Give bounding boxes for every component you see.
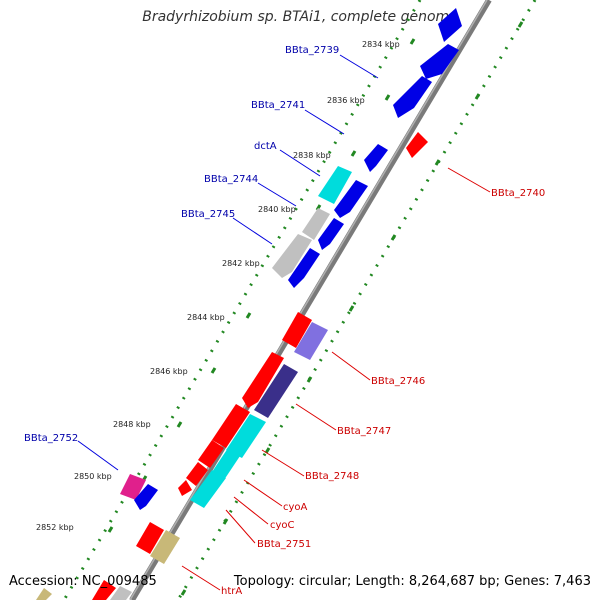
gene-labels-left: BBta_2739 BBta_2741 dctA BBta_2744 BBta_… (24, 45, 339, 444)
gene-BBta_2740[interactable] (406, 132, 428, 158)
tick-label: 2844 kbp (187, 313, 225, 322)
tick-label: 2834 kbp (362, 40, 400, 49)
tick-label: 2840 kbp (258, 205, 296, 214)
label-BBta_2744: BBta_2744 (204, 174, 258, 185)
gene-features-left (120, 8, 462, 510)
gene-features-right (36, 132, 428, 600)
gene-BBta_2752b[interactable] (134, 484, 158, 510)
gene-BBta_2748b[interactable] (226, 414, 266, 458)
label-dctA: dctA (254, 141, 277, 152)
gene-htrA-b[interactable] (150, 530, 180, 564)
gene-htrA[interactable] (136, 522, 164, 554)
gene-dctA[interactable] (318, 166, 352, 204)
tick-label: 2838 kbp (293, 151, 331, 160)
gene-bottom-b[interactable] (110, 586, 132, 600)
callouts-right (181, 167, 491, 591)
map-title: Bradyrhizobium sp. BTAi1, complete genom… (142, 9, 458, 25)
tick-label: 2852 kbp (36, 523, 74, 532)
label-htrA: htrA (221, 586, 242, 597)
label-cyoC: cyoC (270, 520, 295, 531)
gene-BBta_2747[interactable] (242, 352, 284, 408)
gene-cyoA[interactable] (198, 440, 224, 468)
track-dots-inner-right (176, 0, 537, 600)
tick-marks (107, 38, 416, 533)
gene-BBta_2746[interactable] (282, 312, 312, 348)
tick-label: 2850 kbp (74, 472, 112, 481)
label-BBta_2741: BBta_2741 (251, 100, 305, 111)
tick-label: 2848 kbp (113, 420, 151, 429)
label-BBta_2748: BBta_2748 (305, 471, 359, 482)
gene-BBta_2752[interactable] (120, 474, 146, 500)
genome-summary: Topology: circular; Length: 8,264,687 bp… (233, 574, 591, 589)
callouts-left (77, 54, 379, 471)
label-BBta_2745: BBta_2745 (181, 209, 235, 220)
gene-BBta_2739-a[interactable] (420, 44, 459, 79)
gene-cyoA-b[interactable] (212, 448, 240, 480)
label-BBta_2752: BBta_2752 (24, 433, 78, 444)
gene-cyoC-b[interactable] (190, 470, 226, 508)
tick-label: 2836 kbp (327, 96, 365, 105)
gene-BBta_2739-top[interactable] (438, 8, 462, 42)
label-cyoA: cyoA (283, 502, 308, 513)
backbone (129, 0, 492, 600)
gene-BBta_2744[interactable] (302, 208, 330, 240)
label-BBta_2751: BBta_2751 (257, 539, 311, 550)
gene-cyoC[interactable] (186, 462, 208, 486)
label-BBta_2747: BBta_2747 (337, 426, 391, 437)
tick-label: 2846 kbp (150, 367, 188, 376)
label-BBta_2739: BBta_2739 (285, 45, 339, 56)
tick-label: 2842 kbp (222, 259, 260, 268)
label-BBta_2746: BBta_2746 (371, 376, 425, 387)
gene-BBta_2745b[interactable] (288, 248, 320, 288)
gene-bottom-a[interactable] (92, 580, 116, 600)
gene-BBta_2747b[interactable] (254, 364, 298, 418)
gene-labels-right: BBta_2740 BBta_2746 BBta_2747 BBta_2748 … (221, 188, 545, 597)
gene-BBta_2751[interactable] (178, 480, 192, 496)
gene-BBta_2746b[interactable] (294, 322, 328, 360)
tick-marks-right (180, 21, 524, 596)
accession-text: Accession: NC_009485 (9, 574, 157, 589)
gene-BBta_2744b[interactable] (318, 218, 344, 250)
track-dots-outer-left (62, 0, 422, 600)
gene-BBta_2741[interactable] (364, 144, 388, 172)
gene-BBta_2745[interactable] (272, 234, 312, 278)
gene-BBta_2742[interactable] (334, 180, 368, 218)
gene-BBta_2748[interactable] (212, 404, 250, 448)
tick-labels: 2834 kbp 2836 kbp 2838 kbp 2840 kbp 2842… (36, 40, 400, 532)
gene-bottom-c[interactable] (36, 588, 52, 600)
label-BBta_2740: BBta_2740 (491, 188, 545, 199)
gene-BBta_2739-b[interactable] (393, 76, 432, 118)
